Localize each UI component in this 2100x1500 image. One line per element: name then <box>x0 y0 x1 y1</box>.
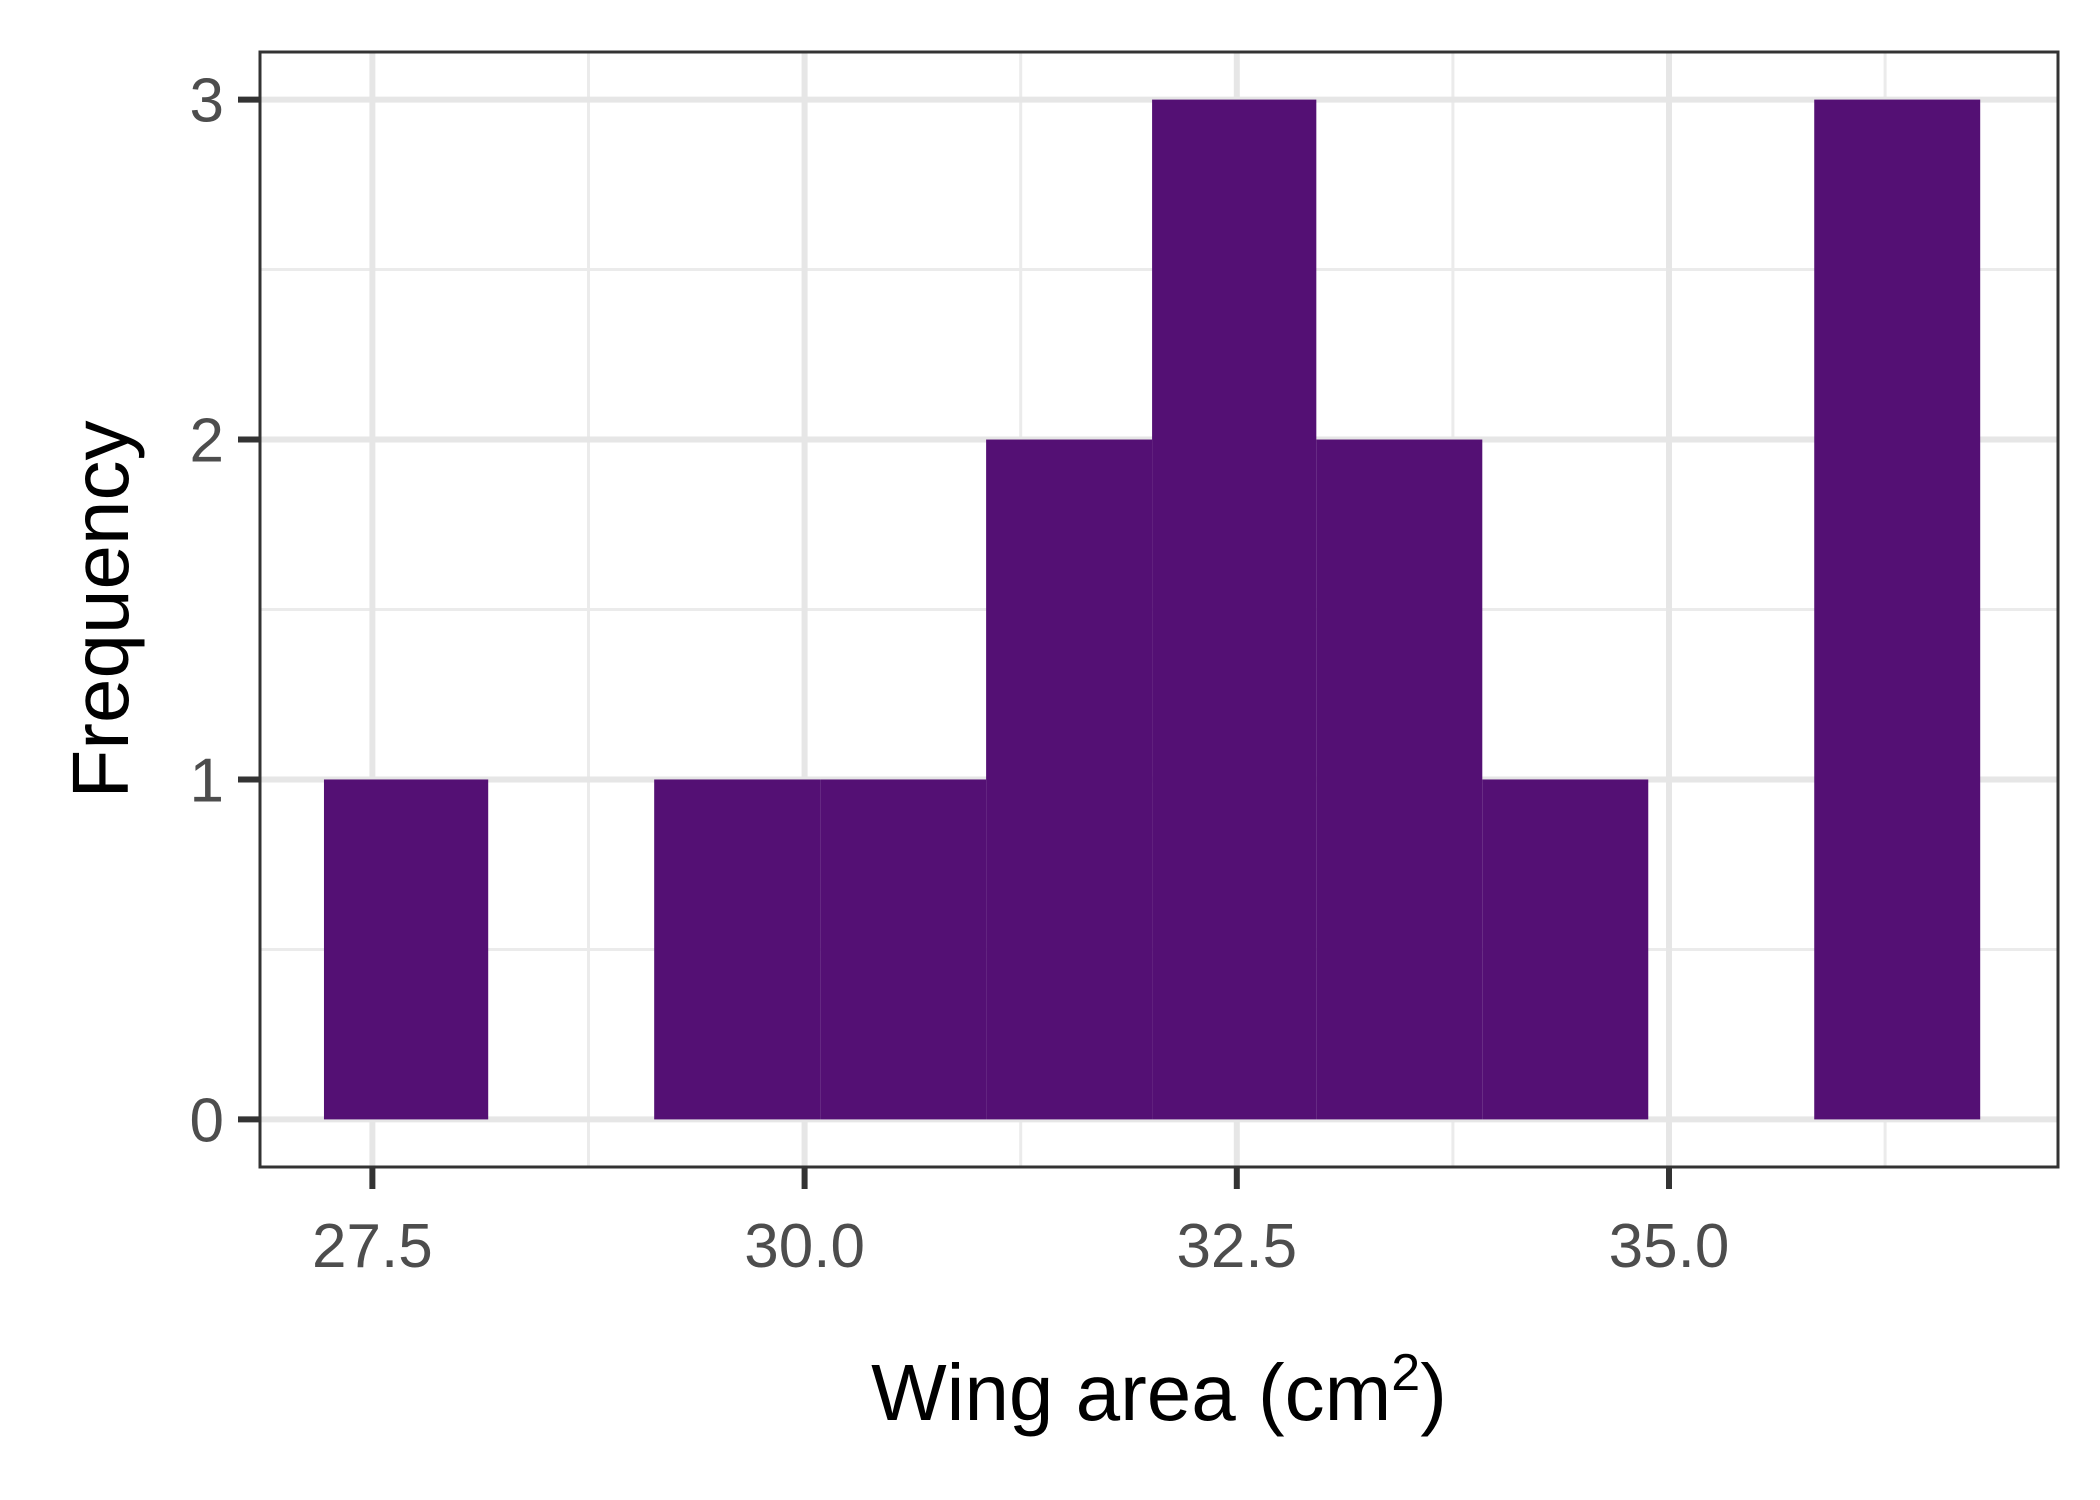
x-tick-label: 35.0 <box>1609 1212 1730 1281</box>
y-tick-label: 2 <box>190 407 224 476</box>
panel-border <box>258 50 2060 1169</box>
y-tick-label: 0 <box>190 1086 224 1155</box>
x-axis-title-superscript: 2 <box>1391 1344 1420 1402</box>
y-axis-title: Frequency <box>56 421 145 799</box>
histogram-bar <box>1316 439 1483 1120</box>
histogram-bar <box>1152 99 1317 1120</box>
x-tick-label: 27.5 <box>312 1212 433 1281</box>
histogram-bar <box>1482 779 1649 1120</box>
y-axis-ticks: 0 1 2 3 <box>190 67 260 1155</box>
histogram-bar <box>986 439 1153 1120</box>
x-tick-label: 32.5 <box>1176 1212 1297 1281</box>
histogram-bars <box>323 99 1981 1120</box>
histogram-bar <box>1814 99 1981 1120</box>
histogram-bar <box>654 779 821 1120</box>
histogram-bar <box>323 779 489 1120</box>
y-tick-label: 3 <box>190 67 224 136</box>
y-tick-label: 1 <box>190 746 224 815</box>
x-tick-label: 30.0 <box>744 1212 865 1281</box>
x-axis-title-suffix: ) <box>1420 1348 1447 1437</box>
x-axis-title: Wing area (cm2) <box>871 1344 1447 1437</box>
histogram-bar <box>820 779 987 1120</box>
x-axis-ticks: 27.5 30.0 32.5 35.0 <box>312 1167 1729 1281</box>
x-axis-title-text: Wing area (cm <box>871 1348 1391 1437</box>
